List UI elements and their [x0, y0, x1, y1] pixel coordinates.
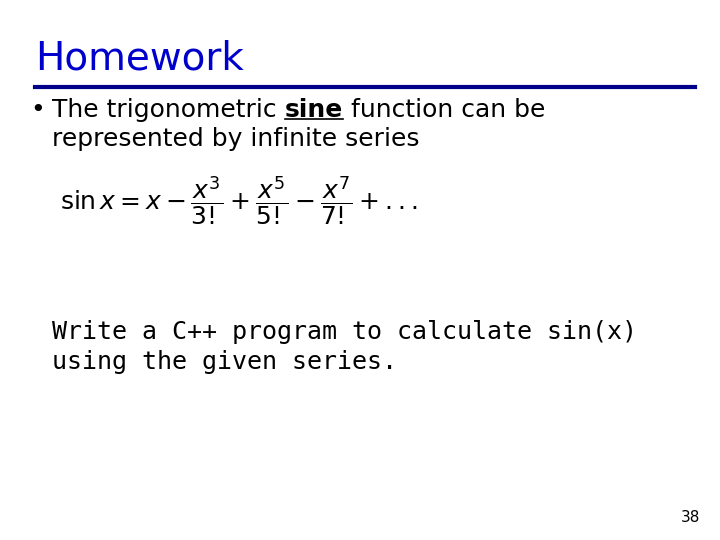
Text: function can be: function can be — [343, 98, 545, 122]
Text: sine: sine — [284, 98, 343, 122]
Text: •: • — [30, 98, 45, 122]
Text: Write a C++ program to calculate sin(x): Write a C++ program to calculate sin(x) — [52, 320, 637, 344]
Text: represented by infinite series: represented by infinite series — [52, 127, 420, 151]
Text: 38: 38 — [680, 510, 700, 525]
Text: The trigonometric: The trigonometric — [52, 98, 284, 122]
Text: $\sin x = x - \dfrac{x^3}{3!} + \dfrac{x^5}{5!} - \dfrac{x^7}{7!} + ...$: $\sin x = x - \dfrac{x^3}{3!} + \dfrac{x… — [60, 175, 418, 228]
Text: Homework: Homework — [35, 40, 244, 78]
Text: using the given series.: using the given series. — [52, 350, 397, 374]
